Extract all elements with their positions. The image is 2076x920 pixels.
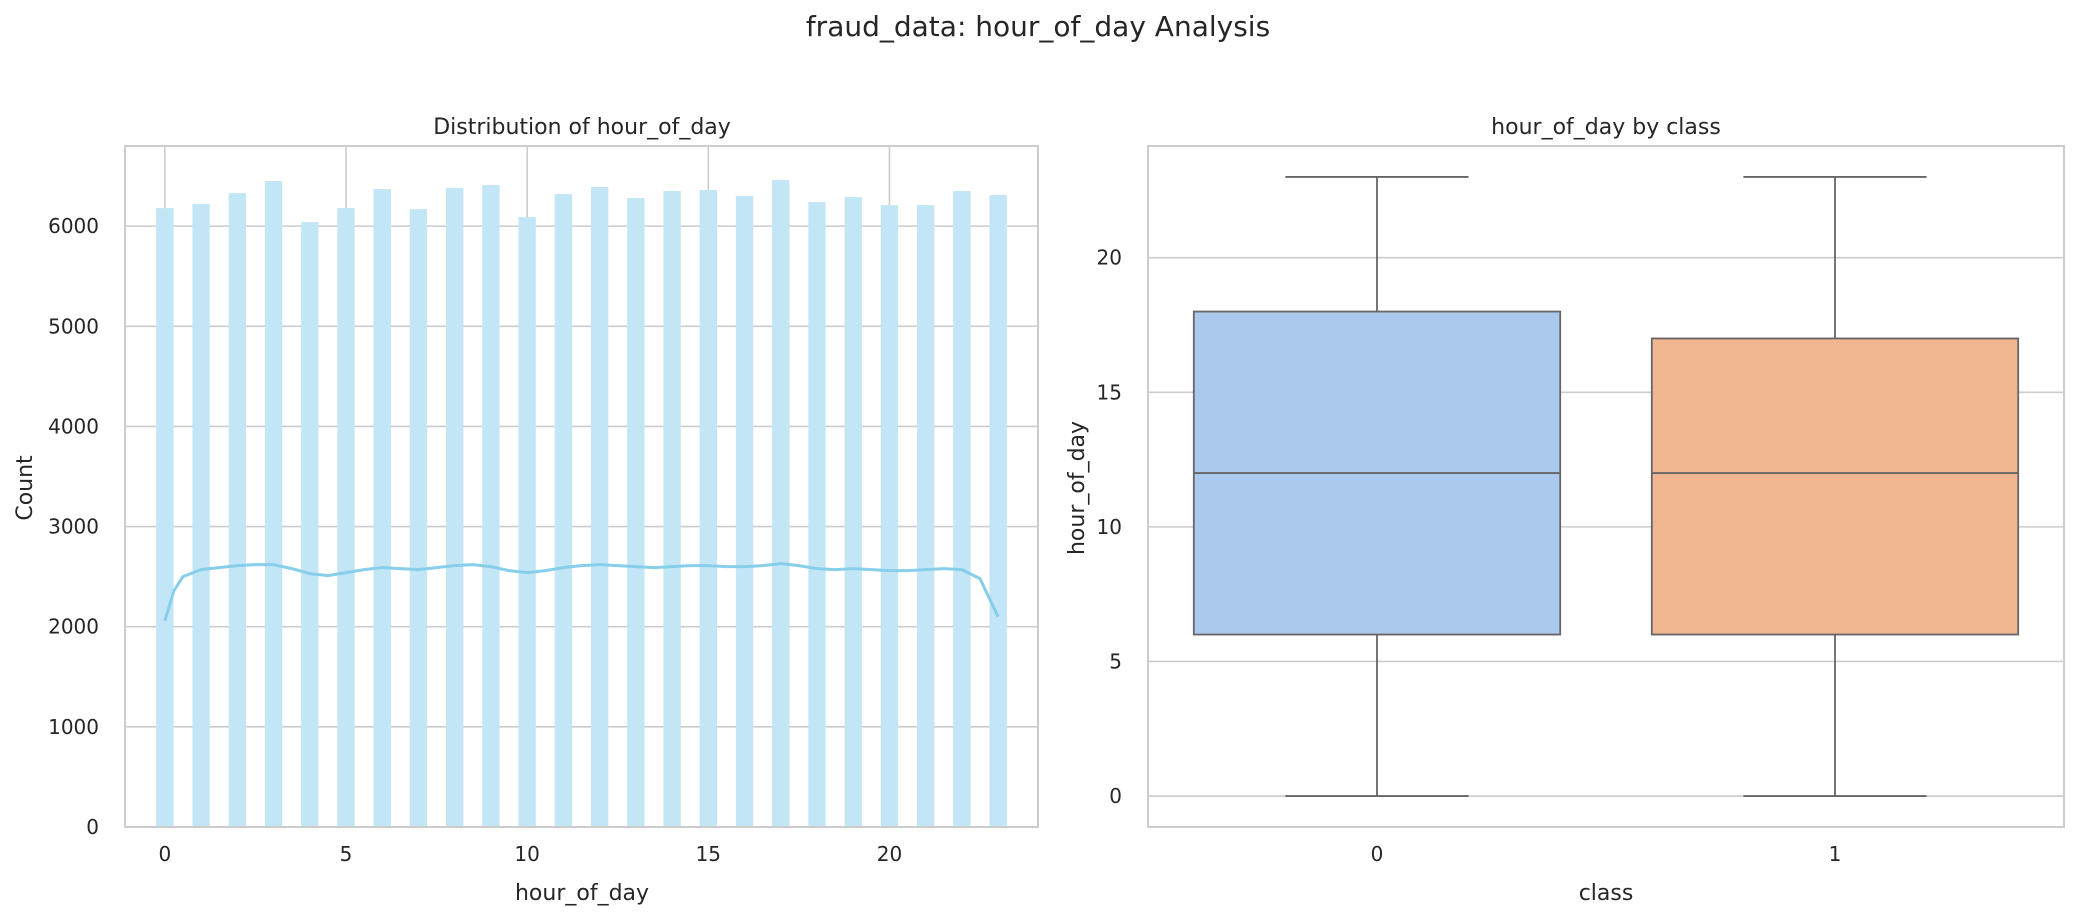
boxplot-x-tick-label: 0: [1371, 842, 1384, 866]
histogram-bar: [445, 188, 464, 827]
histogram-x-tick-label: 5: [340, 842, 353, 866]
histogram-y-tick-label: 3000: [48, 515, 99, 539]
box-class-0: [1192, 176, 1562, 797]
boxplot-y-tick-label: 0: [1109, 784, 1122, 808]
histogram-bar: [554, 194, 573, 828]
boxplot-x-axis-label: class: [1579, 881, 1634, 906]
histogram-x-tick-label: 20: [877, 842, 902, 866]
histogram-y-tick-label: 4000: [48, 414, 99, 438]
histogram-bar: [735, 196, 754, 827]
histogram-bar: [844, 197, 862, 827]
boxplot-y-ticks: 0 5 10 15 20: [1097, 246, 1122, 808]
histogram-x-axis-label: hour_of_day: [515, 881, 649, 906]
histogram-title: Distribution of hour_of_day: [433, 115, 731, 140]
histogram-bar: [663, 191, 681, 828]
histogram-y-tick-label: 2000: [48, 615, 99, 639]
histogram-frame: [124, 145, 1039, 828]
histogram-bar: [373, 189, 391, 827]
histogram-bar: [301, 222, 319, 828]
histogram-y-tick-label: 1000: [48, 715, 99, 739]
boxplot-y-tick-label: 20: [1097, 246, 1122, 270]
boxplot-x-tick-label: 1: [1829, 842, 1842, 866]
histogram-y-axis-label: Count: [13, 455, 38, 521]
histogram-bar: [699, 190, 718, 828]
histogram-x-tick-label: 0: [158, 842, 171, 866]
boxplot-y-axis-label: hour_of_day: [1065, 421, 1090, 555]
histogram-y-tick-label: 6000: [48, 214, 99, 238]
histogram-bar: [482, 185, 500, 827]
boxplot-y-tick-label: 5: [1109, 649, 1122, 673]
histogram-y-tick-label: 5000: [48, 314, 99, 338]
histogram-y-tick-label: 0: [86, 815, 99, 839]
histogram-bar: [228, 193, 247, 828]
boxplot-y-tick-label: 15: [1097, 380, 1122, 404]
histogram-bar: [518, 217, 536, 827]
histogram-bar: [409, 209, 428, 827]
histogram-x-tick-label: 10: [514, 842, 539, 866]
histogram-bar: [808, 202, 826, 828]
boxplot-boxes: [1192, 176, 2020, 797]
histogram-y-ticks: 0 1000 2000 3000 4000 5000 6000: [48, 214, 99, 839]
histogram-bar: [989, 195, 1007, 828]
histogram-bar: [590, 187, 609, 827]
histogram-subplot: Distribution of hour_of_day 0 5 10 15 20 0 10…: [13, 115, 1039, 906]
histogram-bars: [156, 180, 1007, 828]
histogram-bar: [953, 191, 971, 828]
histogram-bar: [880, 205, 899, 827]
boxplot-frame: [1147, 145, 2065, 828]
boxplot-y-tick-label: 10: [1097, 515, 1122, 539]
box-class-1: [1650, 176, 2020, 797]
histogram-bar: [156, 208, 174, 827]
kde-line: [163, 562, 1000, 622]
boxplot-title: hour_of_day by class: [1491, 115, 1721, 140]
histogram-bar: [772, 180, 790, 828]
histogram-gridlines: [125, 146, 1038, 828]
histogram-bar: [264, 181, 283, 828]
histogram-bar: [192, 204, 210, 827]
histogram-bar: [916, 205, 935, 827]
histogram-x-ticks: 0 5 10 15 20: [158, 842, 902, 866]
histogram-bar: [337, 208, 355, 827]
histogram-x-tick-label: 15: [696, 842, 721, 866]
histogram-bar: [627, 198, 645, 827]
figure-suptitle: fraud_data: hour_of_day Analysis: [806, 10, 1270, 43]
iqr-box: [1650, 337, 2020, 636]
